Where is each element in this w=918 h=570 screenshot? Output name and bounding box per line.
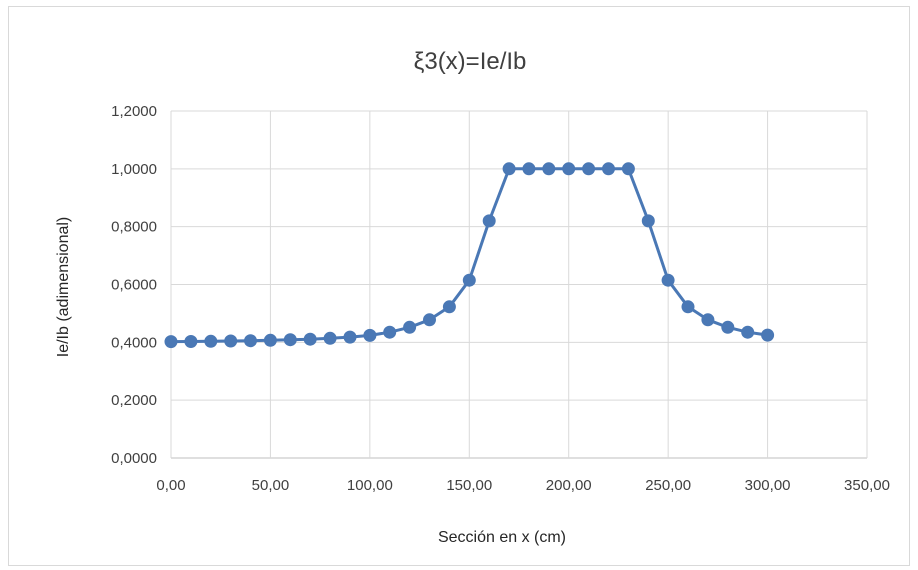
y-tick-labels: 0,0000 0,2000 0,4000 0,6000 0,8000 1,0000 1,20… — [111, 103, 157, 467]
data-point — [283, 333, 297, 347]
data-point — [602, 162, 615, 176]
data-point — [164, 335, 178, 349]
x-axis-label: Sección en x (cm) — [438, 529, 566, 546]
y-tick-label: 0,6000 — [111, 277, 157, 294]
data-point — [761, 328, 775, 342]
data-point — [542, 162, 556, 176]
data-point — [502, 162, 516, 176]
data-point — [721, 320, 735, 334]
data-point — [701, 313, 715, 327]
data-point — [442, 300, 456, 314]
data-point — [562, 162, 576, 176]
x-tick-label: 200,00 — [546, 477, 592, 494]
y-tick-label: 0,4000 — [111, 334, 157, 351]
x-tick-label: 0,00 — [156, 477, 185, 494]
data-point — [661, 273, 675, 287]
data-point — [482, 214, 496, 228]
y-tick-label: 0,2000 — [111, 392, 157, 409]
data-point — [641, 214, 655, 228]
y-tick-label: 1,0000 — [111, 161, 157, 178]
data-point — [403, 320, 417, 334]
data-point — [582, 162, 596, 176]
data-point — [244, 334, 257, 348]
data-point — [224, 334, 238, 348]
data-point — [621, 162, 635, 176]
data-point — [741, 325, 755, 339]
data-point — [263, 333, 277, 347]
chart-svg: ξ3(x)=Ie/Ib 0,0000 0,2000 0,4000 0,6000 0,80… — [55, 48, 890, 546]
x-tick-label: 100,00 — [347, 477, 393, 494]
x-tick-label: 50,00 — [252, 477, 290, 494]
x-tick-label: 300,00 — [745, 477, 791, 494]
data-point — [363, 328, 377, 342]
chart-title: ξ3(x)=Ie/Ib — [414, 48, 527, 75]
series-points — [164, 162, 775, 349]
y-tick-label: 0,0000 — [111, 450, 157, 467]
data-point — [323, 331, 337, 345]
x-tick-label: 250,00 — [645, 477, 691, 494]
data-point — [681, 300, 695, 314]
data-point — [423, 313, 436, 327]
chart-frame: ξ3(x)=Ie/Ib 0,0000 0,2000 0,4000 0,6000 0,80… — [8, 6, 910, 566]
data-point — [303, 332, 317, 346]
y-tick-label: 0,8000 — [111, 219, 157, 236]
x-tick-label: 150,00 — [446, 477, 492, 494]
x-tick-label: 350,00 — [844, 477, 890, 494]
y-tick-label: 1,2000 — [111, 103, 157, 120]
x-tick-labels: 0,00 50,00 100,00 150,00 200,00 250,00 300,00 3… — [156, 477, 890, 494]
y-axis-label: Ie/Ib (adimensional) — [55, 217, 72, 358]
data-point — [462, 273, 476, 287]
data-point — [522, 162, 536, 176]
data-point — [343, 330, 357, 344]
data-point — [204, 334, 218, 348]
y-gridlines — [171, 110, 867, 459]
data-point — [184, 335, 198, 348]
data-point — [383, 325, 397, 339]
